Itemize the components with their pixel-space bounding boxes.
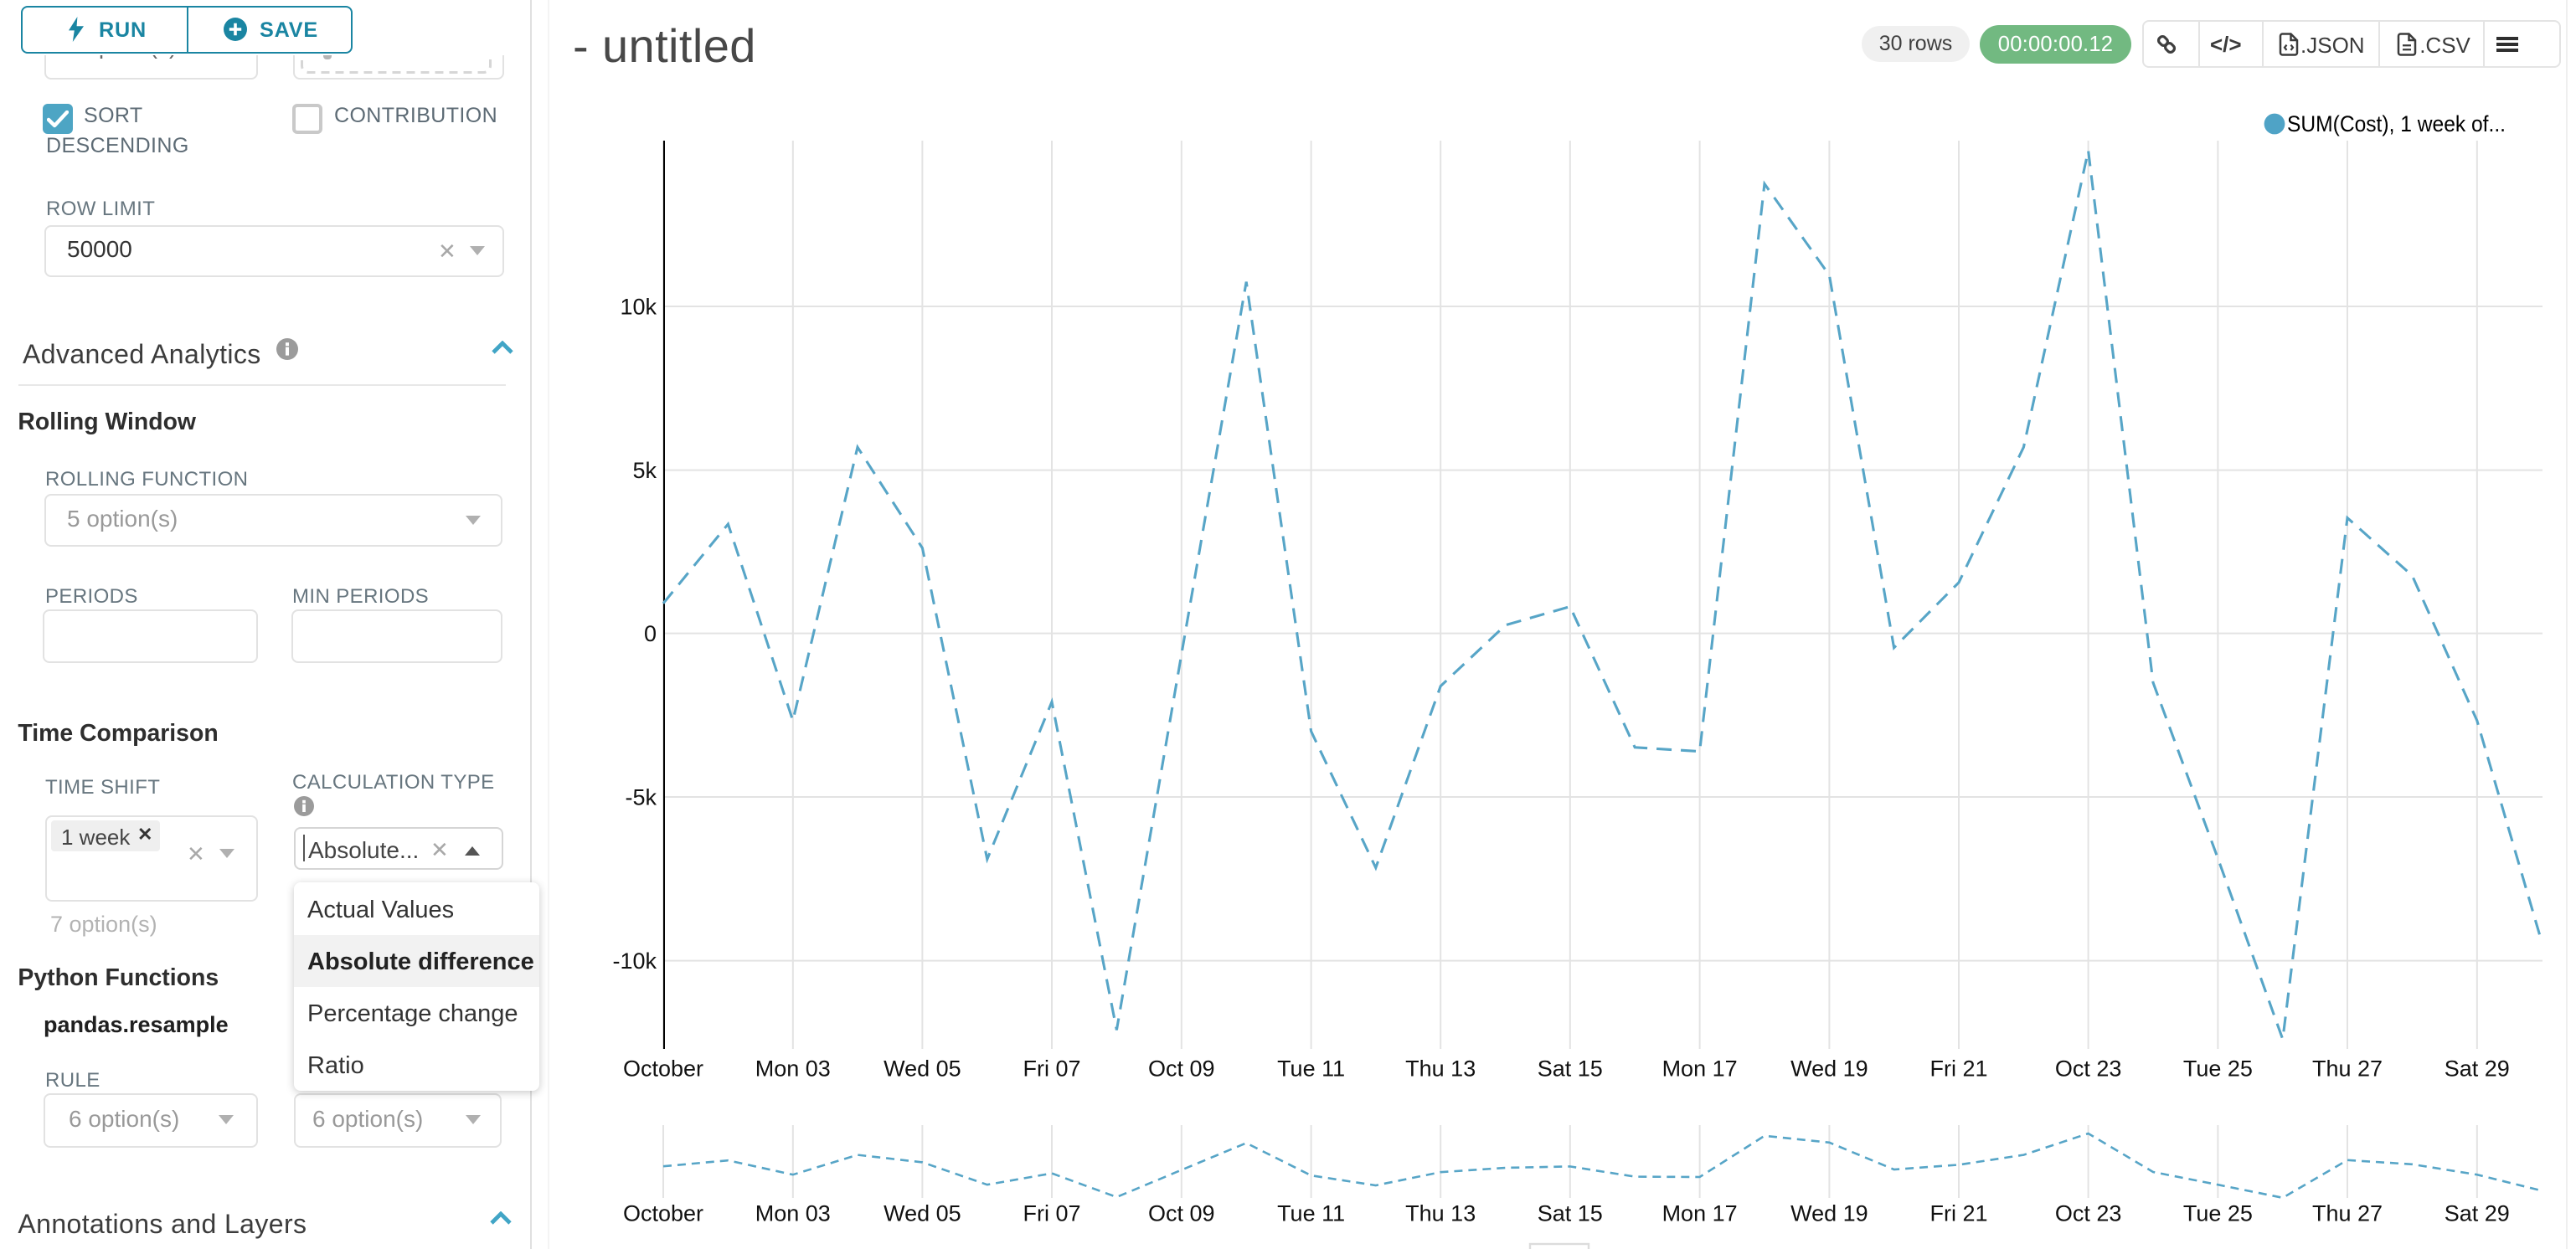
- svg-text:Tue 11: Tue 11: [1277, 1201, 1345, 1226]
- svg-text:Mon 03: Mon 03: [755, 1201, 831, 1226]
- svg-text:Sat 29: Sat 29: [2445, 1056, 2510, 1081]
- svg-text:Fri 21: Fri 21: [1929, 1201, 1987, 1226]
- svg-text:Fri 21: Fri 21: [1929, 1056, 1987, 1081]
- svg-text:-5k: -5k: [625, 784, 657, 810]
- svg-text:Tue 25: Tue 25: [2183, 1056, 2253, 1081]
- svg-text:-10k: -10k: [612, 948, 657, 974]
- svg-text:Thu 27: Thu 27: [2312, 1056, 2383, 1081]
- svg-text:Oct 23: Oct 23: [2055, 1056, 2122, 1081]
- svg-text:Wed 05: Wed 05: [884, 1056, 961, 1081]
- svg-text:Thu 13: Thu 13: [1405, 1201, 1476, 1226]
- svg-text:SUM(Cost), 1 week of...: SUM(Cost), 1 week of...: [2287, 111, 2506, 136]
- svg-text:Oct 23: Oct 23: [2055, 1201, 2122, 1226]
- svg-text:Thu 13: Thu 13: [1405, 1056, 1476, 1081]
- svg-text:Wed 19: Wed 19: [1790, 1056, 1868, 1081]
- svg-text:October: October: [623, 1056, 703, 1081]
- svg-text:Wed 05: Wed 05: [884, 1201, 961, 1226]
- svg-text:0: 0: [644, 621, 657, 646]
- svg-text:Wed 19: Wed 19: [1790, 1201, 1868, 1226]
- svg-text:Mon 17: Mon 17: [1662, 1201, 1738, 1226]
- svg-text:Tue 11: Tue 11: [1277, 1056, 1345, 1081]
- svg-text:Oct 09: Oct 09: [1148, 1201, 1215, 1226]
- svg-text:Mon 17: Mon 17: [1662, 1056, 1738, 1081]
- svg-text:Mon 03: Mon 03: [755, 1056, 831, 1081]
- svg-text:October: October: [623, 1201, 703, 1226]
- svg-text:Oct 09: Oct 09: [1148, 1056, 1215, 1081]
- svg-text:Fri 07: Fri 07: [1023, 1056, 1080, 1081]
- svg-text:Fri 07: Fri 07: [1023, 1201, 1080, 1226]
- svg-text:Sat 15: Sat 15: [1538, 1056, 1603, 1081]
- svg-text:Thu 27: Thu 27: [2312, 1201, 2383, 1226]
- svg-text:5k: 5k: [632, 458, 657, 483]
- svg-text:Sat 29: Sat 29: [2445, 1201, 2510, 1226]
- svg-text:Sat 15: Sat 15: [1538, 1201, 1603, 1226]
- svg-text:Tue 25: Tue 25: [2183, 1201, 2253, 1226]
- svg-text:10k: 10k: [620, 294, 657, 319]
